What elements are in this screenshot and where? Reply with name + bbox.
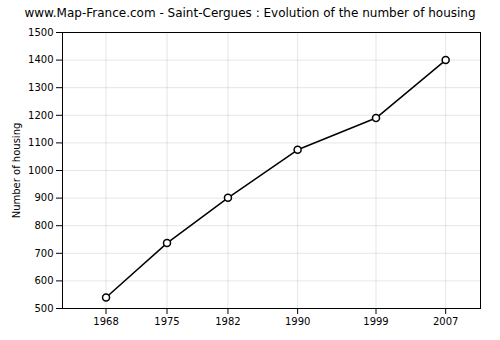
svg-text:1975: 1975 (154, 316, 179, 327)
svg-text:800: 800 (34, 220, 53, 231)
svg-text:2007: 2007 (433, 316, 458, 327)
svg-text:700: 700 (34, 248, 53, 259)
svg-text:1400: 1400 (28, 54, 53, 65)
svg-text:1000: 1000 (28, 165, 53, 176)
svg-text:1100: 1100 (28, 137, 53, 148)
svg-text:900: 900 (34, 192, 53, 203)
svg-text:1968: 1968 (93, 316, 118, 327)
svg-text:1999: 1999 (363, 316, 388, 327)
svg-text:1990: 1990 (285, 316, 310, 327)
html-text:www.Map-France.com - Saint-Cer: www.Map-France.com - Saint-Cergues : Evo… (24, 6, 476, 20)
svg-text:1500: 1500 (28, 27, 53, 38)
svg-text:Number of housing: Number of housing (11, 123, 22, 219)
svg-text:1982: 1982 (215, 316, 240, 327)
svg-text:1300: 1300 (28, 82, 53, 93)
svg-text:600: 600 (34, 275, 53, 286)
svg-text:1200: 1200 (28, 110, 53, 121)
svg-text:500: 500 (34, 303, 53, 314)
